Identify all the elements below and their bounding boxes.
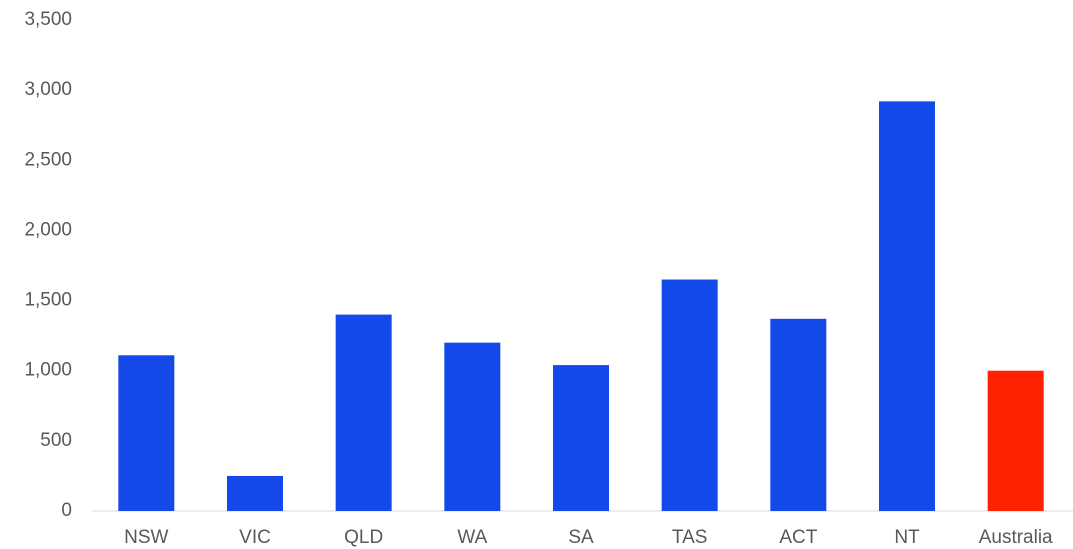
y-tick-label: 2,500 — [24, 149, 72, 170]
y-tick-label: 3,000 — [24, 79, 72, 100]
x-tick-label: ACT — [779, 527, 817, 548]
x-tick-label: TAS — [672, 527, 708, 548]
x-tick-label: Australia — [979, 527, 1053, 548]
bar — [879, 101, 935, 511]
bar — [444, 342, 501, 511]
x-tick-label: SA — [568, 527, 594, 548]
y-tick-label: 500 — [40, 430, 72, 451]
x-tick-label: QLD — [344, 527, 383, 548]
y-tick-label: 0 — [61, 500, 72, 521]
y-tick-label: 1,500 — [24, 290, 72, 311]
x-tick-label: NT — [894, 527, 920, 548]
bar — [227, 475, 283, 511]
x-tick-label: VIC — [239, 527, 271, 548]
x-tick-label: NSW — [124, 527, 168, 548]
bar — [987, 370, 1044, 511]
y-tick-label: 2,000 — [24, 219, 72, 240]
x-tick-label: WA — [457, 527, 487, 548]
bar — [553, 365, 609, 511]
y-tick-label: 1,000 — [24, 360, 72, 381]
bar — [770, 318, 827, 511]
y-tick-label: 3,500 — [24, 9, 72, 30]
bar — [661, 279, 718, 511]
bar — [335, 314, 392, 511]
bar — [118, 355, 175, 511]
